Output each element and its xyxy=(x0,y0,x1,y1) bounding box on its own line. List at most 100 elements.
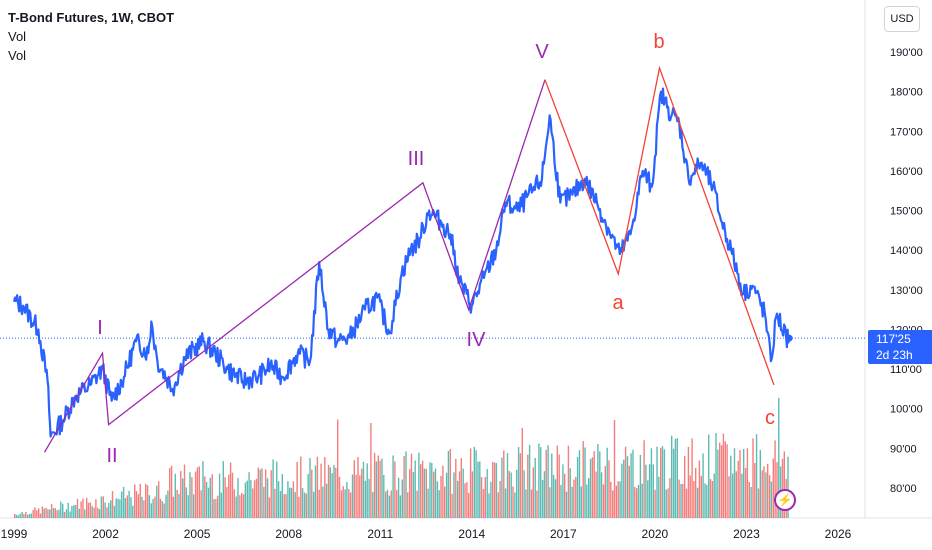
volume-bar xyxy=(353,460,355,518)
volume-bar xyxy=(708,434,710,518)
volume-bar xyxy=(538,443,540,518)
wave-label-IV: IV xyxy=(467,329,487,351)
volume-bar xyxy=(300,456,302,518)
volume-bar xyxy=(770,481,773,518)
volume-bar xyxy=(608,460,610,518)
volume-bar xyxy=(213,499,215,518)
volume-bar xyxy=(392,455,394,518)
y-axis-tick: 130'00 xyxy=(890,285,923,297)
volume-bar xyxy=(305,493,307,518)
volume-bar xyxy=(209,477,211,518)
volume-bar xyxy=(104,502,106,518)
volume-bar xyxy=(248,472,250,518)
volume-bar xyxy=(95,499,97,518)
volume-bar xyxy=(327,464,330,518)
volume-bar xyxy=(111,491,114,518)
volume-bar xyxy=(167,490,169,518)
volume-bar xyxy=(340,490,343,518)
volume-bar xyxy=(150,503,152,518)
volume-bar xyxy=(556,445,558,518)
x-axis-tick: 2005 xyxy=(184,527,211,541)
volume-bar xyxy=(576,457,579,518)
volume-bar xyxy=(113,505,116,518)
volume-bar xyxy=(621,463,623,518)
volume-bar xyxy=(252,488,254,518)
symbol-title[interactable]: T-Bond Futures, 1W, CBOT xyxy=(8,10,175,25)
volume-bar xyxy=(231,472,234,518)
volume-bar xyxy=(724,441,726,518)
volume-bar xyxy=(366,463,368,518)
volume-bar xyxy=(750,487,752,518)
volume-bar xyxy=(746,448,749,518)
volume-bar xyxy=(549,487,551,518)
x-axis-tick: 2014 xyxy=(458,527,485,541)
volume-bar xyxy=(778,398,780,518)
volume-bar xyxy=(289,487,291,518)
volume-indicator-label-2[interactable]: Vol xyxy=(8,48,27,63)
currency-button[interactable]: USD xyxy=(884,6,920,32)
volume-bar xyxy=(241,493,243,518)
wave-label-c: c xyxy=(765,407,775,429)
y-axis-tick: 180'00 xyxy=(890,87,923,99)
volume-bar xyxy=(471,471,474,518)
volume-bar xyxy=(23,514,25,518)
volume-bar xyxy=(86,497,88,518)
volume-bar xyxy=(324,457,326,518)
volume-bar xyxy=(567,445,570,518)
volume-bar xyxy=(115,498,117,518)
volume-bar xyxy=(571,486,573,518)
volume-bar xyxy=(292,481,295,518)
volume-bar xyxy=(229,462,232,518)
volume-bar xyxy=(74,505,77,518)
volume-bar xyxy=(379,460,381,518)
volume-bar xyxy=(97,507,99,518)
volume-bar xyxy=(706,484,708,518)
volume-bar xyxy=(412,472,415,518)
wave-label-III: III xyxy=(408,148,425,170)
volume-bar xyxy=(130,497,132,518)
volume-bar xyxy=(615,485,618,518)
volume-bar xyxy=(733,448,736,518)
volume-bar xyxy=(311,469,313,518)
volume-bar xyxy=(503,450,505,518)
volume-bar xyxy=(593,451,595,518)
volume-bar xyxy=(684,455,686,518)
volume-bar xyxy=(663,449,666,518)
volume-bar xyxy=(499,481,501,518)
volume-bar xyxy=(49,509,51,518)
lightning-icon[interactable]: ⚡ xyxy=(774,489,796,511)
volume-bar xyxy=(676,438,678,518)
volume-bar xyxy=(648,464,651,518)
volume-bar xyxy=(224,477,226,518)
volume-bar xyxy=(444,486,446,518)
volume-bar xyxy=(728,476,730,518)
volume-bar xyxy=(309,458,311,518)
volume-bar xyxy=(344,489,346,518)
volume-bar xyxy=(318,489,320,518)
volume-bar xyxy=(143,500,145,518)
volume-bar xyxy=(110,500,112,518)
volume-bar xyxy=(82,498,84,518)
volume-bar xyxy=(21,512,23,518)
volume-bar xyxy=(58,509,60,518)
volume-bar xyxy=(732,473,734,518)
volume-bar xyxy=(632,449,634,518)
volume-bar xyxy=(719,442,721,518)
volume-bar xyxy=(43,508,45,518)
volume-bar xyxy=(425,468,427,518)
volume-bar xyxy=(765,472,767,518)
volume-bar xyxy=(52,508,55,518)
x-axis-tick: 2017 xyxy=(550,527,577,541)
chart-legend: T-Bond Futures, 1W, CBOT Vol Vol xyxy=(8,8,174,65)
volume-bar xyxy=(781,458,784,518)
volume-bar xyxy=(466,482,468,518)
volume-bar xyxy=(362,461,365,518)
volume-bar xyxy=(266,478,269,518)
volume-bar xyxy=(514,492,516,518)
volume-bar xyxy=(320,463,322,518)
volume-bar xyxy=(658,476,660,518)
volume-bar xyxy=(730,455,732,518)
volume-indicator-label[interactable]: Vol xyxy=(8,29,27,44)
